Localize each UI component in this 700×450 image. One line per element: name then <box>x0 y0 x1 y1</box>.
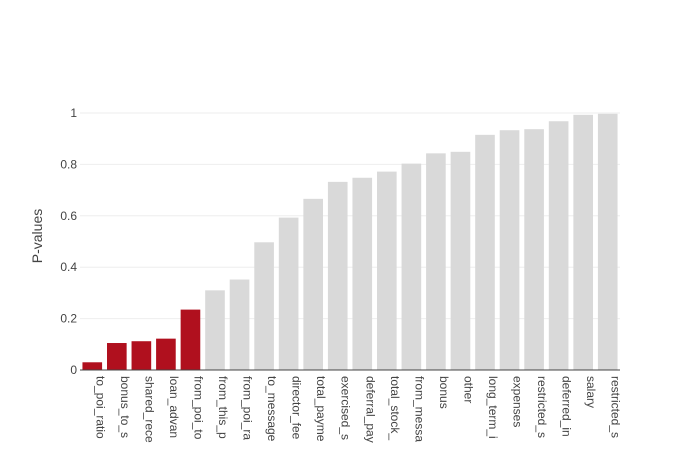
bar-20[interactable] <box>573 114 593 370</box>
x-tick-label: from_poi_ra <box>241 376 255 440</box>
x-tick-label: total_stock_ <box>388 376 402 440</box>
bar-4[interactable] <box>180 309 201 370</box>
y-tick-label: 0.6 <box>60 209 77 223</box>
bar-16[interactable] <box>475 134 495 370</box>
x-tick-label: from_this_p <box>216 376 230 439</box>
bar-15[interactable] <box>450 151 471 370</box>
bar-18[interactable] <box>524 129 544 370</box>
bar-21[interactable] <box>597 113 618 371</box>
bar-8[interactable] <box>278 217 299 370</box>
x-tick-label: to_message <box>265 376 279 442</box>
y-tick-label: 1 <box>70 106 77 120</box>
bar-13[interactable] <box>401 163 422 370</box>
bar-12[interactable] <box>377 171 397 370</box>
x-axis-ticks: to_poi_ratio bonus_to_s shared_rece loan_ad… <box>93 376 622 443</box>
x-tick-label: restricted_s <box>609 376 623 438</box>
y-tick-label: 0.8 <box>60 157 77 171</box>
x-tick-label: to_poi_ratio <box>93 376 107 439</box>
x-tick-label: salary <box>584 376 598 408</box>
y-axis-title: P-values <box>29 209 45 263</box>
y-tick-label: 0 <box>70 363 77 377</box>
y-axis-ticks: 0 0.2 0.4 0.6 0.8 1 <box>60 106 77 377</box>
x-tick-label: bonus <box>437 376 451 409</box>
bar-17[interactable] <box>499 130 520 370</box>
x-tick-label: loan_advan <box>167 376 181 438</box>
bar-7[interactable] <box>254 242 274 370</box>
bar-14[interactable] <box>426 153 446 370</box>
x-tick-label: from_poi_to <box>191 376 205 440</box>
x-tick-label: restricted_s <box>535 376 549 438</box>
y-tick-label: 0.4 <box>60 260 77 274</box>
bar-2[interactable] <box>131 341 152 370</box>
x-tick-label: expenses <box>511 376 525 427</box>
bars <box>82 113 618 371</box>
x-tick-label: long_term_i <box>486 376 500 439</box>
y-tick-label: 0.2 <box>60 312 77 326</box>
bar-5[interactable] <box>205 290 225 370</box>
bar-0[interactable] <box>82 362 103 370</box>
bar-1[interactable] <box>107 343 127 370</box>
x-tick-label: bonus_to_s <box>118 376 132 438</box>
x-tick-label: total_payme <box>314 376 328 442</box>
x-tick-label: exercised_s <box>339 376 353 440</box>
x-tick-label: director_fee <box>290 376 304 440</box>
bar-9[interactable] <box>303 198 323 370</box>
x-tick-label: shared_rece <box>142 376 156 443</box>
bar-11[interactable] <box>352 177 373 370</box>
bar-19[interactable] <box>548 121 569 370</box>
x-tick-label: deferred_in <box>560 376 574 437</box>
x-tick-label: other <box>461 376 475 403</box>
bar-10[interactable] <box>327 181 348 370</box>
x-tick-label: from_messa <box>412 376 426 442</box>
x-tick-label: deferral_pay <box>363 376 377 443</box>
bar-3[interactable] <box>156 338 176 370</box>
bar-6[interactable] <box>229 279 250 370</box>
